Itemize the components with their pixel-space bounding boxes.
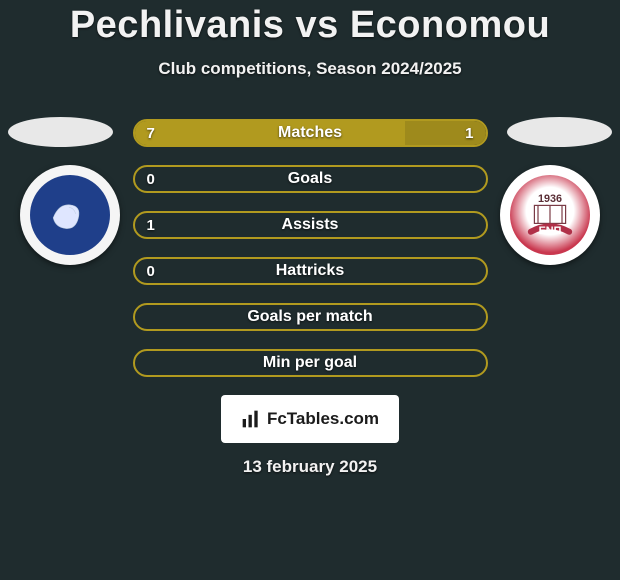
stat-label: Goals bbox=[135, 170, 486, 188]
player-left-placeholder-ellipse bbox=[8, 117, 113, 147]
stats-container: 1936 ΕΝΠ 7 Matches 1 0 Goals bbox=[0, 119, 620, 377]
club-crest-left bbox=[20, 165, 120, 265]
page-title: Pechlivanis vs Economou bbox=[70, 4, 550, 47]
svg-text:1936: 1936 bbox=[538, 193, 562, 205]
stat-row-goals-per-match: Goals per match bbox=[133, 303, 488, 331]
stat-label: Goals per match bbox=[135, 308, 486, 326]
brand-bars-icon bbox=[241, 409, 261, 429]
stat-bar-left-top bbox=[135, 121, 405, 145]
svg-text:ΕΝΠ: ΕΝΠ bbox=[539, 225, 562, 237]
stat-label: Min per goal bbox=[135, 354, 486, 372]
stat-left-value: 0 bbox=[147, 171, 155, 188]
club-crest-left-glyph bbox=[42, 187, 98, 243]
brand-text: FcTables.com bbox=[267, 409, 379, 429]
comparison-card: Pechlivanis vs Economou Club competition… bbox=[0, 0, 620, 580]
stat-row-min-per-goal: Min per goal bbox=[133, 349, 488, 377]
stat-row-hattricks: 0 Hattricks bbox=[133, 257, 488, 285]
club-crest-right: 1936 ΕΝΠ bbox=[500, 165, 600, 265]
club-crest-right-inner: 1936 ΕΝΠ bbox=[510, 175, 590, 255]
club-crest-left-inner bbox=[30, 175, 110, 255]
stat-left-value: 0 bbox=[147, 263, 155, 280]
subtitle: Club competitions, Season 2024/2025 bbox=[158, 59, 461, 79]
date-text: 13 february 2025 bbox=[243, 457, 377, 477]
stat-right-value: 1 bbox=[465, 125, 473, 142]
stat-row-assists: 1 Assists bbox=[133, 211, 488, 239]
stat-left-value: 7 bbox=[147, 125, 155, 142]
stat-label: Hattricks bbox=[135, 262, 486, 280]
stat-left-value: 1 bbox=[147, 217, 155, 234]
brand-badge: FcTables.com bbox=[221, 395, 399, 443]
club-crest-right-glyph: 1936 ΕΝΠ bbox=[520, 185, 580, 245]
stat-label: Assists bbox=[135, 216, 486, 234]
player-right-placeholder-ellipse bbox=[507, 117, 612, 147]
stat-row-goals: 0 Goals bbox=[133, 165, 488, 193]
stat-row-matches: 7 Matches 1 bbox=[133, 119, 488, 147]
